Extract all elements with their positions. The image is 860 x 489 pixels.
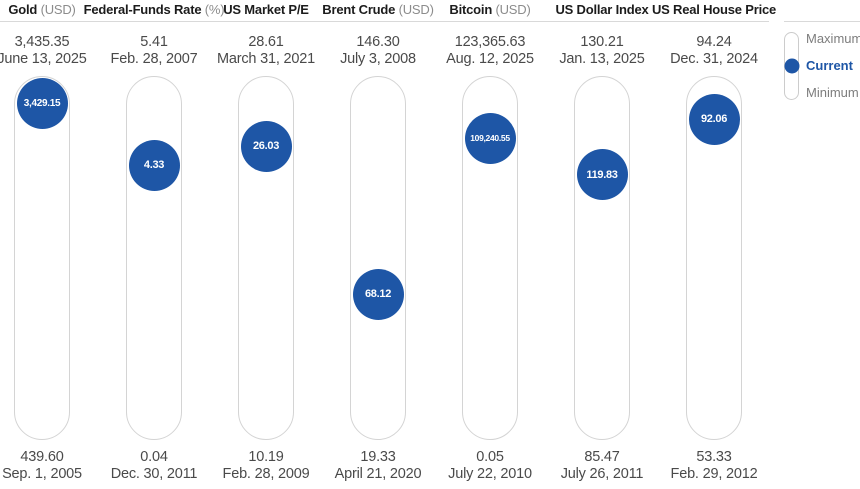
metric-name: US Market P/E	[223, 2, 309, 17]
minimum-value: 0.05	[476, 449, 504, 465]
range-track: 119.83	[574, 76, 630, 440]
minimum-stat: 0.05 July 22, 2010	[448, 449, 532, 482]
metric-header: US Real House Price	[652, 2, 776, 17]
metric-column: US Real House Price 94.24 Dec. 31, 2024 …	[652, 0, 776, 482]
minimum-stat: 0.04 Dec. 30, 2011	[111, 449, 198, 482]
minimum-date: Feb. 29, 2012	[670, 465, 758, 482]
current-value: 92.06	[700, 113, 728, 126]
current-value: 4.33	[143, 159, 165, 171]
metric-name: US Dollar Index	[555, 2, 649, 17]
metric-header: US Dollar Index	[555, 2, 648, 17]
minimum-value: 0.04	[140, 449, 168, 465]
metric-columns: Gold (USD) 3,435.35 June 13, 2025 3,429.…	[0, 0, 776, 482]
metric-unit: (%)	[204, 2, 225, 17]
metric-name: US Real House Price	[651, 2, 777, 17]
range-track: 26.03	[238, 76, 294, 440]
minimum-date: July 22, 2010	[448, 465, 532, 482]
minimum-value: 19.33	[360, 449, 396, 465]
metric-column: Federal-Funds Rate (%) 5.41 Feb. 28, 200…	[84, 0, 225, 482]
metric-column: Brent Crude (USD) 146.30 July 3, 2008 68…	[322, 0, 434, 482]
metric-unit: (USD)	[40, 2, 76, 17]
legend: Maximum Current Minimum	[784, 32, 860, 100]
maximum-date: Aug. 12, 2025	[446, 50, 534, 67]
minimum-stat: 53.33 Feb. 29, 2012	[671, 449, 758, 482]
maximum-value: 5.41	[140, 34, 168, 50]
current-value: 3,429.15	[23, 97, 61, 109]
metric-name: Federal-Funds Rate	[83, 2, 202, 17]
minimum-stat: 85.47 July 26, 2011	[561, 449, 644, 482]
minimum-stat: 439.60 Sep. 1, 2005	[2, 449, 82, 482]
metric-name: Brent Crude	[322, 2, 396, 17]
minimum-date: Sep. 1, 2005	[2, 465, 82, 482]
current-value: 109,240.55	[470, 133, 510, 144]
current-value-bubble: 3,429.15	[16, 77, 68, 129]
current-value-bubble: 109,240.55	[464, 112, 516, 164]
range-track: 92.06	[686, 76, 742, 440]
metric-header: Brent Crude (USD)	[322, 2, 434, 17]
legend-labels: Maximum Current Minimum	[806, 32, 860, 100]
maximum-value: 94.24	[696, 34, 732, 50]
legend-range-pill-icon	[784, 32, 799, 100]
maximum-date: Feb. 28, 2007	[110, 50, 198, 67]
metric-header: Gold (USD)	[8, 2, 76, 17]
minimum-value: 10.19	[248, 449, 284, 465]
metric-column: US Market P/E 28.61 March 31, 2021 26.03…	[210, 0, 322, 482]
minimum-stat: 10.19 Feb. 28, 2009	[223, 449, 310, 482]
minimum-stat: 19.33 April 21, 2020	[335, 449, 422, 482]
maximum-stat: 28.61 March 31, 2021	[217, 34, 315, 67]
current-value-bubble: 68.12	[352, 268, 404, 320]
legend-current-dot-icon	[784, 58, 799, 74]
metric-header: Federal-Funds Rate (%)	[84, 2, 225, 17]
minimum-value: 53.33	[696, 449, 732, 465]
current-value: 26.03	[252, 140, 280, 153]
metric-name: Bitcoin	[449, 2, 493, 17]
metric-header: US Market P/E	[223, 2, 309, 17]
current-value-bubble: 92.06	[688, 93, 740, 145]
metric-column: Gold (USD) 3,435.35 June 13, 2025 3,429.…	[0, 0, 98, 482]
legend-divider	[784, 21, 860, 22]
legend-maximum-label: Maximum	[806, 31, 860, 46]
current-value-bubble: 119.83	[576, 149, 628, 201]
range-track: 3,429.15	[14, 76, 70, 440]
metric-header: Bitcoin (USD)	[449, 2, 530, 17]
metric-unit: (USD)	[398, 2, 434, 17]
maximum-stat: 5.41 Feb. 28, 2007	[111, 34, 198, 67]
metric-column: US Dollar Index 130.21 Jan. 13, 2025 119…	[546, 0, 658, 482]
maximum-value: 130.21	[580, 34, 624, 50]
maximum-stat: 94.24 Dec. 31, 2024	[670, 34, 758, 67]
minimum-date: July 26, 2011	[560, 465, 644, 482]
minimum-date: Dec. 30, 2011	[110, 465, 198, 482]
current-value: 68.12	[364, 288, 392, 300]
minimum-date: April 21, 2020	[334, 465, 422, 482]
current-value-bubble: 26.03	[240, 120, 292, 172]
maximum-value: 3,435.35	[14, 34, 70, 50]
metric-column: Bitcoin (USD) 123,365.63 Aug. 12, 2025 1…	[434, 0, 546, 482]
minimum-value: 85.47	[584, 449, 620, 465]
maximum-value: 123,365.63	[454, 34, 526, 50]
range-track: 68.12	[350, 76, 406, 440]
legend-current-label: Current	[806, 58, 853, 73]
current-value-bubble: 4.33	[128, 139, 180, 191]
maximum-date: Dec. 31, 2024	[670, 50, 758, 67]
range-track: 109,240.55	[462, 76, 518, 440]
legend-minimum-label: Minimum	[806, 85, 859, 100]
maximum-date: Jan. 13, 2025	[559, 50, 645, 67]
maximum-stat: 130.21 Jan. 13, 2025	[559, 34, 644, 67]
metric-unit: (USD)	[495, 2, 531, 17]
maximum-date: July 3, 2008	[340, 50, 416, 67]
maximum-value: 28.61	[248, 34, 284, 50]
header-divider	[0, 21, 769, 22]
minimum-date: Feb. 28, 2009	[222, 465, 310, 482]
maximum-stat: 3,435.35 June 13, 2025	[0, 34, 87, 67]
maximum-stat: 146.30 July 3, 2008	[340, 34, 416, 67]
maximum-date: March 31, 2021	[217, 50, 315, 67]
range-track: 4.33	[126, 76, 182, 440]
maximum-stat: 123,365.63 Aug. 12, 2025	[446, 34, 534, 67]
minimum-value: 439.60	[20, 449, 64, 465]
maximum-date: June 13, 2025	[0, 50, 87, 67]
maximum-value: 146.30	[356, 34, 400, 50]
metric-name: Gold	[8, 2, 38, 17]
current-value: 119.83	[586, 168, 618, 181]
